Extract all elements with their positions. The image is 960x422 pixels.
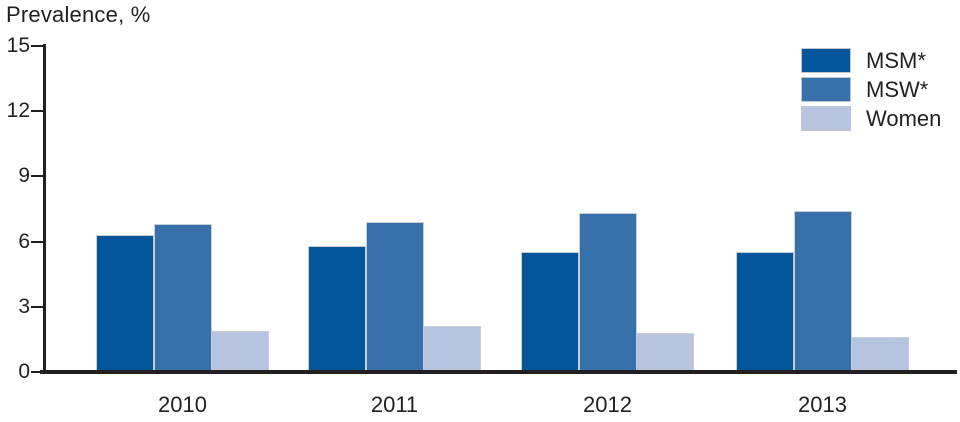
bar-2011-msw [366,222,424,372]
tick-mark [31,371,44,373]
x-axis-label-2011: 2011 [370,392,419,417]
legend-label: Women [866,106,942,131]
bar-2013-women [851,337,909,372]
tick-label: 3 [18,294,30,318]
tick-mark [31,175,44,178]
legend-item-msm: MSM* [801,48,941,73]
bar-2012-msm [521,252,579,372]
bar-2013-msw [794,211,852,372]
tick-label: 6 [18,229,30,253]
tick-mark [31,45,44,47]
tick-mark [31,305,44,308]
legend-swatch-icon [801,48,851,73]
bar-2012-msw [579,213,637,372]
bar-2010-women [211,331,269,372]
bar-2011-women [423,326,481,372]
x-axis-label-2010: 2010 [158,392,207,417]
tick-label: 12 [6,99,30,123]
bar-2010-msm [96,235,154,372]
x-axis-line [40,370,957,374]
legend: MSM* MSW* Women [801,48,941,131]
legend-label: MSW* [866,77,929,102]
bar-2011-msm [308,246,366,372]
legend-swatch-icon [801,77,851,102]
legend-label: MSM* [866,48,926,73]
tick-mark [31,110,44,113]
legend-item-msw: MSW* [801,77,941,102]
bar-2013-msm [736,252,794,372]
y-axis-title: Prevalence, % [6,2,151,27]
tick-label: 15 [6,34,30,57]
tick-mark [31,240,44,243]
tick-label: 0 [18,360,30,383]
y-axis-line [43,44,46,374]
x-axis-label-2013: 2013 [798,392,847,417]
legend-swatch-icon [801,106,851,131]
bar-2010-msw [154,224,212,372]
legend-item-women: Women [801,106,941,131]
x-axis-label-2012: 2012 [583,392,632,417]
bar-2012-women [636,333,694,372]
tick-label: 9 [18,164,30,188]
